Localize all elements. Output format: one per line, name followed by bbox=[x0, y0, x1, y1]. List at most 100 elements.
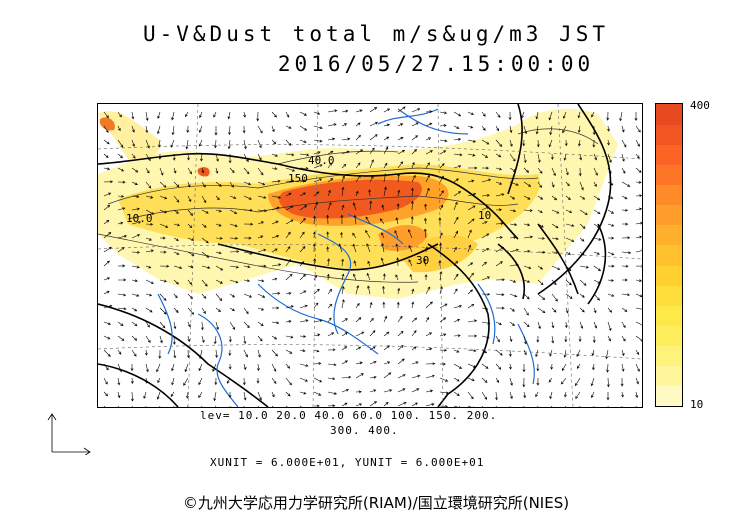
wind-vector bbox=[621, 236, 631, 240]
wind-vector bbox=[215, 209, 222, 213]
wind-vector bbox=[341, 109, 349, 113]
wind-vector bbox=[508, 349, 512, 357]
wind-vector bbox=[635, 363, 640, 372]
wind-vector bbox=[367, 260, 371, 267]
wind-vector bbox=[593, 223, 601, 229]
wind-vector bbox=[243, 349, 248, 358]
wind-vector bbox=[509, 236, 517, 240]
wind-vector bbox=[381, 232, 385, 239]
wind-vector bbox=[439, 124, 447, 127]
wind-vector bbox=[397, 374, 406, 379]
wind-vector bbox=[103, 167, 111, 171]
wind-vector bbox=[509, 335, 513, 343]
wind-vector bbox=[170, 139, 175, 148]
wind-vector bbox=[562, 363, 567, 372]
wind-vector bbox=[397, 161, 404, 169]
wind-vector bbox=[201, 293, 207, 299]
wind-vector bbox=[565, 265, 572, 272]
wind-vector bbox=[117, 363, 122, 373]
wind-vector bbox=[562, 111, 567, 119]
wind-vector bbox=[159, 223, 169, 228]
wind-vector bbox=[535, 349, 539, 358]
wind-vector bbox=[548, 377, 553, 383]
wind-vector bbox=[313, 377, 323, 383]
wind-vector bbox=[621, 208, 629, 212]
wind-vector bbox=[381, 204, 385, 211]
wind-vector bbox=[467, 229, 472, 239]
wind-vector bbox=[467, 377, 475, 382]
wind-vector bbox=[313, 302, 319, 309]
wind-vector bbox=[395, 217, 399, 225]
wind-vector bbox=[523, 223, 531, 227]
color-scale-step bbox=[656, 124, 682, 145]
wind-vector bbox=[425, 150, 433, 155]
wind-vector bbox=[411, 161, 415, 169]
wind-vector bbox=[565, 167, 569, 176]
wind-vector bbox=[592, 335, 596, 344]
wind-vector bbox=[383, 315, 388, 323]
wind-vector bbox=[213, 111, 217, 118]
wind-vector bbox=[327, 109, 338, 113]
wind-vector bbox=[341, 137, 351, 141]
wind-vector bbox=[285, 179, 295, 183]
wind-vector bbox=[481, 248, 490, 253]
color-scale-step bbox=[656, 385, 682, 407]
wind-vector bbox=[187, 321, 191, 328]
wind-vector bbox=[579, 279, 587, 286]
wind-vector bbox=[607, 405, 609, 407]
wind-vector bbox=[522, 377, 526, 388]
wind-vector bbox=[159, 279, 167, 283]
wind-vector bbox=[117, 111, 122, 118]
wind-vector bbox=[201, 237, 209, 244]
wind-vector bbox=[285, 111, 290, 118]
wind-vector bbox=[439, 204, 444, 211]
wind-vector bbox=[495, 139, 503, 147]
wind-vector bbox=[229, 321, 236, 330]
wind-vector bbox=[481, 221, 488, 225]
wind-vector bbox=[145, 153, 151, 162]
wind-vector bbox=[537, 279, 544, 286]
wind-vector bbox=[285, 292, 292, 295]
wind-vector bbox=[551, 293, 558, 302]
wind-vector bbox=[523, 249, 531, 253]
wind-vector bbox=[145, 237, 152, 241]
wind-vector bbox=[453, 273, 459, 281]
wind-vector bbox=[424, 217, 427, 225]
wind-vector bbox=[186, 153, 190, 161]
wind-vector bbox=[145, 249, 154, 253]
wind-vector bbox=[521, 111, 525, 119]
wind-vector bbox=[593, 153, 597, 161]
wind-vector bbox=[383, 361, 391, 365]
wind-vector bbox=[173, 349, 177, 359]
wind-vector bbox=[591, 391, 595, 399]
wind-vector bbox=[635, 321, 642, 327]
wind-vector bbox=[562, 125, 567, 134]
wind-vector bbox=[117, 377, 121, 386]
wind-vector bbox=[635, 207, 642, 211]
wind-vector bbox=[187, 405, 189, 407]
wind-vector bbox=[131, 405, 133, 407]
wind-vector bbox=[481, 405, 483, 407]
wind-vector bbox=[156, 391, 161, 400]
wind-vector bbox=[592, 125, 596, 136]
wind-vector bbox=[495, 293, 505, 297]
wind-vector bbox=[159, 293, 167, 301]
wind-vector bbox=[338, 243, 343, 253]
wind-vector bbox=[313, 178, 323, 183]
wind-vector bbox=[215, 307, 221, 312]
wind-vector bbox=[186, 391, 189, 399]
wind-vector bbox=[257, 279, 265, 283]
wind-vector bbox=[170, 391, 175, 398]
wind-vector bbox=[271, 206, 280, 211]
wind-vector bbox=[408, 229, 413, 239]
wind-vector bbox=[313, 111, 321, 115]
wind-vector bbox=[523, 153, 527, 164]
wind-vector bbox=[187, 195, 192, 203]
wind-vector bbox=[299, 192, 306, 197]
wind-vector bbox=[229, 307, 235, 312]
wind-vector bbox=[453, 318, 461, 323]
wind-vector bbox=[243, 307, 249, 315]
wind-vector bbox=[509, 263, 519, 267]
wind-vector bbox=[607, 307, 613, 313]
wind-vector bbox=[383, 136, 390, 141]
